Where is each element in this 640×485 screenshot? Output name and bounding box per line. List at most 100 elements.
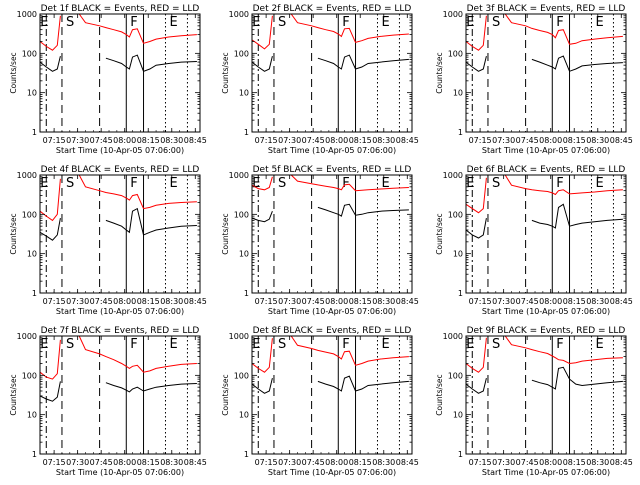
- event-marker-e: E: [252, 176, 260, 191]
- event-marker-e: E: [595, 15, 603, 30]
- event-marker-e: E: [595, 337, 603, 352]
- x-tick-label: 08:00: [539, 458, 562, 467]
- series-events-line: [465, 55, 623, 72]
- x-tick-label: 08:30: [160, 136, 183, 145]
- x-tick-label: 07:15: [43, 136, 66, 145]
- x-tick-label: 07:45: [302, 458, 325, 467]
- series-lld-line: [251, 174, 409, 192]
- event-marker-f: F: [342, 176, 349, 191]
- event-marker-s: S: [278, 337, 286, 352]
- y-tick-label: 1000: [443, 10, 463, 19]
- x-tick-label: 07:15: [469, 297, 492, 306]
- x-tick-label: 07:15: [469, 136, 492, 145]
- y-tick-label: 1000: [229, 332, 249, 341]
- y-tick-label: 10: [453, 250, 463, 259]
- y-axis-label: Counts/sec: [9, 374, 18, 415]
- x-tick-label: 07:15: [43, 458, 66, 467]
- event-marker-f: F: [342, 15, 349, 30]
- x-axis-label: Start Time (10-Apr-05 07:06:00): [56, 146, 184, 155]
- series-lld-line: [39, 13, 197, 51]
- y-tick-label: 1000: [443, 171, 463, 180]
- event-marker-e: E: [381, 176, 389, 191]
- series-lld-line: [251, 13, 409, 50]
- x-tick-label: 07:30: [492, 297, 515, 306]
- x-tick-label: 07:30: [66, 136, 89, 145]
- x-tick-label: 08:45: [396, 136, 419, 145]
- plot-frame: [39, 174, 201, 294]
- y-tick-label: 100: [22, 210, 37, 219]
- event-marker-s: S: [278, 15, 286, 30]
- y-axis-label: Counts/sec: [435, 374, 444, 415]
- plot-frame: [465, 13, 627, 133]
- x-tick-label: 07:15: [469, 458, 492, 467]
- event-marker-f: F: [556, 337, 563, 352]
- event-marker-e: E: [595, 176, 603, 191]
- x-tick-label: 08:00: [539, 136, 562, 145]
- event-marker-f: F: [556, 176, 563, 191]
- x-tick-label: 08:15: [349, 297, 372, 306]
- x-tick-label: 08:15: [137, 297, 160, 306]
- event-marker-e: E: [381, 337, 389, 352]
- event-marker-e: E: [40, 337, 48, 352]
- x-tick-label: 08:15: [563, 136, 586, 145]
- x-tick-label: 08:30: [586, 297, 609, 306]
- y-tick-label: 1000: [17, 332, 37, 341]
- x-tick-label: 08:30: [372, 136, 395, 145]
- x-tick-label: 08:45: [396, 458, 419, 467]
- y-tick-label: 10: [239, 250, 249, 259]
- panel-title: Det 4f BLACK = Events, RED = LLD: [41, 165, 200, 175]
- series-events-line: [465, 366, 623, 394]
- event-marker-e: E: [252, 15, 260, 30]
- x-tick-label: 07:30: [66, 297, 89, 306]
- y-tick-label: 1: [458, 450, 463, 459]
- series-events-line: [251, 54, 409, 72]
- x-tick-label: 07:15: [255, 458, 278, 467]
- y-axis-label: Counts/sec: [435, 213, 444, 254]
- x-axis-label: Start Time (10-Apr-05 07:06:00): [56, 307, 184, 316]
- event-marker-s: S: [66, 15, 74, 30]
- event-marker-e: E: [466, 15, 474, 30]
- y-tick-label: 1: [244, 450, 249, 459]
- event-marker-e: E: [381, 15, 389, 30]
- series-lld-line: [465, 13, 623, 51]
- x-tick-label: 08:00: [113, 297, 136, 306]
- panel-title: Det 3f BLACK = Events, RED = LLD: [467, 4, 626, 14]
- event-marker-s: S: [66, 176, 74, 191]
- event-marker-s: S: [492, 15, 500, 30]
- x-tick-label: 08:45: [610, 458, 633, 467]
- y-tick-label: 100: [448, 49, 463, 58]
- x-tick-label: 07:45: [302, 297, 325, 306]
- x-tick-label: 07:30: [66, 458, 89, 467]
- y-tick-label: 100: [448, 210, 463, 219]
- y-tick-label: 1000: [229, 171, 249, 180]
- panel-title: Det 2f BLACK = Events, RED = LLD: [253, 4, 412, 14]
- series-events-line: [251, 203, 409, 223]
- x-tick-label: 08:00: [325, 297, 348, 306]
- y-axis-label: Counts/sec: [435, 52, 444, 93]
- x-tick-label: 07:15: [255, 297, 278, 306]
- series-events-line: [465, 203, 623, 239]
- x-tick-label: 08:15: [137, 458, 160, 467]
- x-axis-label: Start Time (10-Apr-05 07:06:00): [482, 307, 610, 316]
- event-marker-s: S: [66, 337, 74, 352]
- y-tick-label: 1: [32, 289, 37, 298]
- y-tick-label: 1000: [443, 332, 463, 341]
- event-marker-e: E: [466, 337, 474, 352]
- y-tick-label: 100: [234, 371, 249, 380]
- series-events-line: [39, 381, 197, 402]
- x-tick-label: 08:30: [372, 297, 395, 306]
- x-tick-label: 08:15: [137, 136, 160, 145]
- event-marker-e: E: [169, 15, 177, 30]
- x-tick-label: 08:45: [184, 136, 207, 145]
- event-marker-f: F: [130, 337, 137, 352]
- x-tick-label: 07:30: [492, 136, 515, 145]
- series-lld-line: [251, 335, 409, 373]
- event-marker-s: S: [492, 176, 500, 191]
- y-tick-label: 1000: [229, 10, 249, 19]
- y-axis-label: Counts/sec: [221, 52, 230, 93]
- y-tick-label: 10: [27, 411, 37, 420]
- y-tick-label: 10: [453, 411, 463, 420]
